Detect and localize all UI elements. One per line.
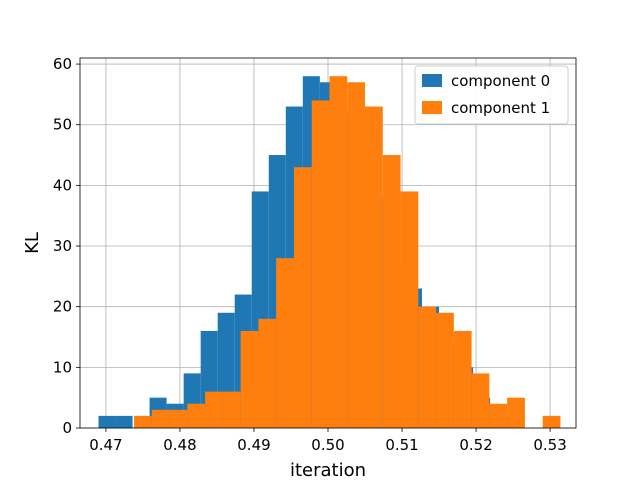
histogram-bar-series-1 xyxy=(151,409,170,428)
histogram-bar-series-1 xyxy=(400,191,419,428)
x-tick-label: 0.50 xyxy=(311,436,344,454)
histogram-bar-series-1 xyxy=(258,318,277,428)
x-tick-label: 0.49 xyxy=(237,436,270,454)
x-tick-label: 0.52 xyxy=(459,436,492,454)
legend-swatch xyxy=(422,74,442,87)
histogram-bar-series-1 xyxy=(365,106,383,428)
y-tick-label: 60 xyxy=(53,55,72,73)
histogram-bar-series-1 xyxy=(507,397,525,428)
histogram-bar-series-0 xyxy=(115,415,133,428)
histogram-bar-series-1 xyxy=(276,258,294,428)
x-tick-label: 0.47 xyxy=(89,436,122,454)
histogram-bar-series-1 xyxy=(311,100,330,428)
legend-label: component 0 xyxy=(451,72,550,90)
histogram-bar-series-1 xyxy=(134,415,152,428)
histogram-bar-series-1 xyxy=(542,415,561,428)
histogram-bar-series-1 xyxy=(169,409,188,428)
axis-ticks: 0.47 0.48 0.49 0.50 0.51 0.52 0.53 0 10 20 30 40 50 6… xyxy=(53,55,567,454)
legend: component 0 component 1 xyxy=(414,65,569,125)
x-tick-label: 0.51 xyxy=(385,436,418,454)
x-tick-label: 0.48 xyxy=(163,436,196,454)
histogram-bar-series-1 xyxy=(293,167,312,428)
legend-box xyxy=(414,65,569,125)
y-tick-label: 10 xyxy=(53,358,72,376)
histogram-bars xyxy=(98,76,561,429)
legend-label: component 1 xyxy=(451,99,550,117)
legend-swatch xyxy=(422,101,442,114)
histogram-bar-series-1 xyxy=(347,82,366,428)
y-tick-label: 20 xyxy=(53,298,72,316)
histogram-bar-series-0 xyxy=(98,415,116,428)
x-tick-label: 0.53 xyxy=(533,436,566,454)
histogram-bar-series-1 xyxy=(418,306,437,428)
y-tick-label: 30 xyxy=(53,237,72,255)
y-tick-label: 40 xyxy=(53,176,72,194)
histogram-bar-series-1 xyxy=(471,373,490,428)
x-axis-label: iteration xyxy=(290,460,366,480)
histogram-bar-series-1 xyxy=(489,403,508,428)
y-tick-label: 0 xyxy=(62,419,72,437)
histogram-bar-series-1 xyxy=(205,391,223,428)
histogram-bar-series-1 xyxy=(453,330,472,428)
histogram-bar-series-1 xyxy=(240,330,259,428)
y-axis-label: KL xyxy=(22,232,43,254)
histogram-bar-series-1 xyxy=(187,403,206,428)
histogram-bar-series-1 xyxy=(222,391,241,428)
histogram-bar-series-1 xyxy=(436,312,454,428)
histogram-bar-series-1 xyxy=(329,76,348,429)
y-tick-label: 50 xyxy=(53,116,72,134)
histogram-bar-series-1 xyxy=(382,155,401,428)
